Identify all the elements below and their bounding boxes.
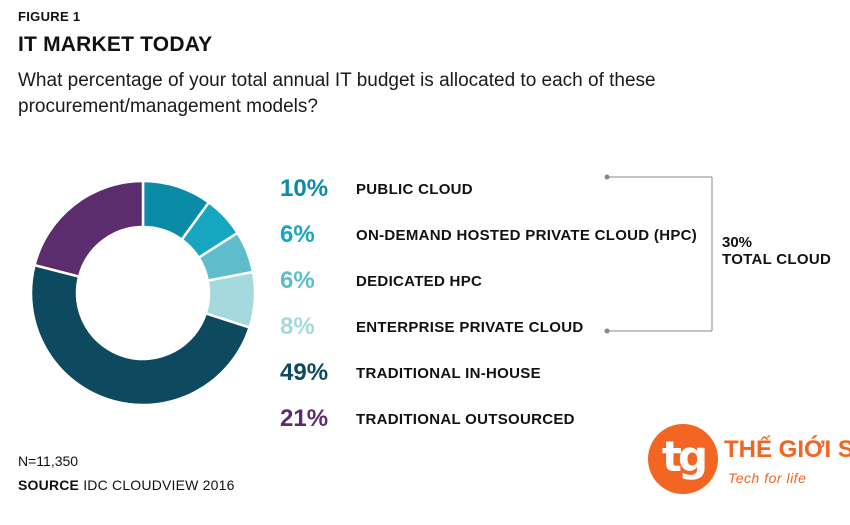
source-note: SOURCE IDC CLOUDVIEW 2016 — [18, 477, 235, 493]
total-cloud-pct: 30% — [722, 234, 753, 251]
legend-item: 6% ON-DEMAND HOSTED PRIVATE CLOUD (HPC) — [280, 220, 697, 250]
legend-value: 6% — [280, 267, 315, 294]
source-label: SOURCE — [18, 477, 80, 493]
legend-value: 6% — [280, 221, 315, 248]
legend-value: 10% — [280, 175, 329, 202]
legend-item: 49% TRADITIONAL IN-HOUSE — [280, 358, 541, 388]
logo-tagline: Tech for life — [728, 470, 807, 486]
donut-slice-5 — [29, 263, 252, 407]
legend-label: TRADITIONAL OUTSOURCED — [356, 410, 575, 428]
chart-subtitle: What percentage of your total annual IT … — [18, 70, 656, 117]
total-cloud-label: TOTAL CLOUD — [722, 251, 832, 268]
figure-label: FIGURE 1 — [18, 9, 81, 24]
legend-label: PUBLIC CLOUD — [356, 180, 473, 198]
chart-title: IT MARKET TODAY — [18, 33, 213, 56]
legend-label: DEDICATED HPC — [356, 272, 483, 290]
sample-size-note: N=11,350 — [18, 453, 79, 469]
legend-value: 21% — [280, 405, 329, 432]
donut-slice-6 — [32, 179, 145, 279]
legend-label: TRADITIONAL IN-HOUSE — [356, 364, 541, 382]
legend-value: 8% — [280, 313, 315, 340]
legend-item: 10% PUBLIC CLOUD — [280, 174, 473, 204]
legend-label: ENTERPRISE PRIVATE CLOUD — [356, 318, 584, 336]
legend-label: ON-DEMAND HOSTED PRIVATE CLOUD (HPC) — [356, 226, 698, 244]
legend-value: 49% — [280, 359, 329, 386]
legend-item: 6% DEDICATED HPC — [280, 266, 482, 296]
watermark-logo: tg THẾ GIỚI SỐ Tech for life — [648, 424, 850, 494]
logo-name: THẾ GIỚI SỐ — [724, 436, 850, 463]
donut-chart — [29, 179, 257, 407]
logo-circle-icon — [648, 424, 718, 494]
logo-letters: tg — [661, 432, 708, 481]
legend-item: 8% ENTERPRISE PRIVATE CLOUD — [280, 312, 584, 342]
legend-item: 21% TRADITIONAL OUTSOURCED — [280, 404, 575, 434]
source-text: IDC CLOUDVIEW 2016 — [83, 477, 235, 493]
